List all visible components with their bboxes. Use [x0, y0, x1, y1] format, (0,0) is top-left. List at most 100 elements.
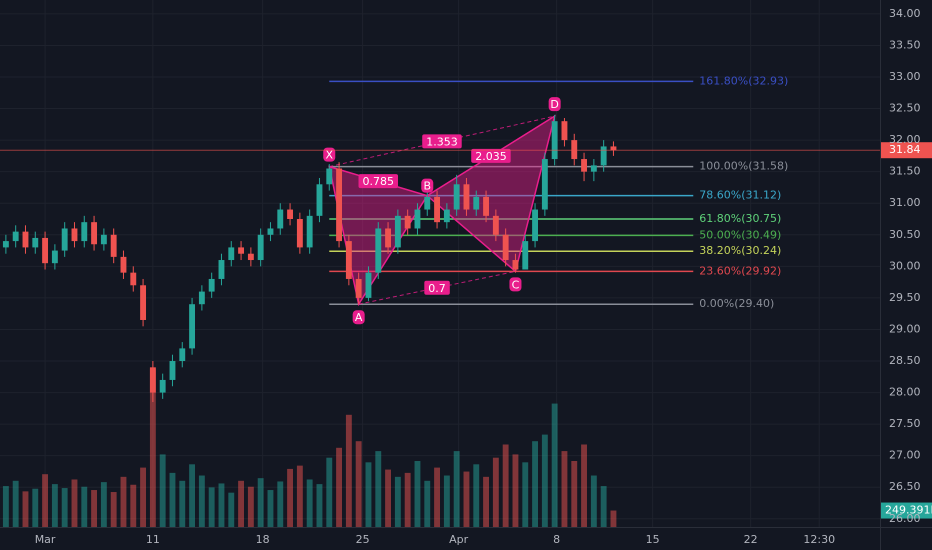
volume-bar: [561, 451, 568, 527]
y-tick-label: 28.00: [889, 386, 921, 399]
candle-body: [336, 168, 343, 242]
y-tick-label: 32.50: [889, 102, 921, 115]
volume-bar: [169, 472, 176, 527]
volume-bar: [198, 475, 205, 527]
ratio-label: 2.035: [475, 150, 507, 163]
volume-bar: [287, 468, 294, 527]
fib-label: 38.20%(30.24): [699, 244, 781, 257]
volume-bar: [316, 484, 323, 527]
candle-body: [238, 247, 245, 254]
candle-body: [257, 234, 264, 261]
volume-bar: [12, 480, 19, 527]
y-tick-label: 26.50: [889, 480, 921, 493]
volume-bar: [306, 479, 313, 527]
candle-body: [355, 278, 362, 298]
x-tick-label: 18: [256, 533, 270, 546]
y-tick-label: 30.00: [889, 259, 921, 272]
candle-body: [228, 247, 235, 261]
x-tick-label: 25: [356, 533, 370, 546]
x-tick-label: 11: [146, 533, 160, 546]
candle-body: [473, 196, 480, 210]
y-tick-label: 27.50: [889, 417, 921, 430]
volume-bar: [267, 490, 274, 527]
point-label: A: [355, 311, 363, 324]
volume-bar: [394, 476, 401, 527]
volume-bar: [22, 491, 29, 527]
volume-bar: [571, 461, 578, 527]
volume-bar: [247, 486, 254, 527]
candle-body: [326, 168, 333, 185]
candle-body: [189, 304, 196, 349]
volume-bar: [512, 454, 519, 527]
fib-label: 61.80%(30.75): [699, 212, 781, 225]
volume-bar: [345, 414, 352, 527]
volume-bar: [541, 434, 548, 527]
candle-body: [208, 278, 215, 292]
x-tick-label: Apr: [449, 533, 469, 546]
volume-bar: [238, 480, 245, 527]
candle-body: [532, 209, 538, 242]
last-price-box: [881, 142, 932, 159]
fib-label: 161.80%(32.93): [699, 74, 788, 87]
volume-bar: [532, 441, 538, 527]
x-tick-label: 12:30: [803, 533, 835, 546]
ratio-label: 0.785: [363, 175, 395, 188]
candle-body: [296, 219, 303, 248]
volume-bar: [110, 492, 117, 527]
candle-body: [12, 231, 19, 242]
candle-body: [404, 215, 411, 229]
candle-body: [51, 250, 58, 264]
point-box: [421, 178, 434, 193]
fib-label: 78.60%(31.12): [699, 189, 781, 202]
volume-bar: [463, 471, 470, 527]
candle-body: [42, 237, 49, 264]
candle-body: [149, 367, 156, 393]
last-price-label: 31.84: [889, 143, 921, 156]
volume-bar: [581, 444, 587, 527]
candle-body: [375, 228, 382, 273]
y-tick-label: 34.00: [889, 7, 921, 20]
candle-body: [267, 228, 274, 235]
volume-bar: [551, 403, 558, 527]
point-label: B: [423, 180, 431, 193]
candle-body: [443, 209, 450, 223]
candle-body: [551, 121, 558, 160]
volume-bar: [355, 441, 362, 527]
volume-bar: [2, 486, 9, 527]
candle-body: [169, 361, 176, 380]
volume-bar: [140, 467, 147, 527]
volume-bar: [100, 482, 107, 527]
volume-bar: [42, 474, 49, 527]
y-tick-label: 33.50: [889, 38, 921, 51]
point-box: [323, 147, 336, 162]
candle-body: [522, 241, 529, 270]
point-label: D: [550, 98, 558, 111]
point-label: X: [325, 149, 333, 162]
point-box: [352, 310, 365, 325]
ratio-box: [471, 148, 511, 163]
candle-body: [120, 256, 127, 273]
volume-bar: [149, 368, 156, 527]
candle-body: [198, 291, 205, 305]
volume-bar: [257, 478, 264, 527]
volume-bar: [71, 479, 78, 527]
candle-body: [600, 146, 607, 166]
candle-body: [277, 209, 284, 229]
x-tick-label: 8: [553, 533, 560, 546]
candle-body: [590, 165, 597, 172]
volume-bar: [483, 476, 489, 527]
fib-label: 0.00%(29.40): [699, 297, 774, 310]
volume-bar: [32, 488, 39, 527]
candle-body: [610, 146, 617, 151]
point-label: C: [512, 278, 520, 291]
x-tick-label: 15: [646, 533, 660, 546]
candle-body: [159, 379, 166, 393]
ratio-label: 0.7: [428, 282, 446, 295]
candle-body: [385, 228, 392, 248]
point-box: [509, 277, 522, 292]
volume-bar: [218, 483, 225, 527]
candle-body: [414, 209, 421, 229]
volume-bar: [208, 487, 215, 527]
ratio-box: [424, 280, 450, 295]
